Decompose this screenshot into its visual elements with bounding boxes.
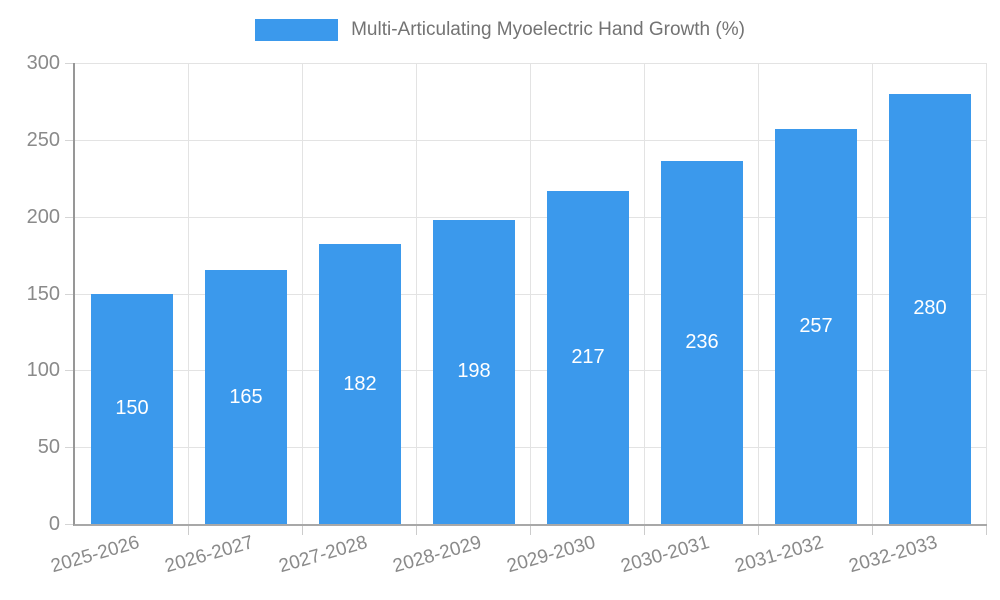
y-tick-label: 200 [26, 205, 60, 228]
bar[interactable]: 182 [319, 244, 401, 524]
bar-value-label: 257 [799, 315, 833, 338]
x-axis-tick [302, 526, 303, 535]
y-axis-tick [65, 293, 73, 295]
gridline-vertical [644, 63, 645, 524]
y-tick-label: 250 [26, 128, 60, 151]
gridline-vertical [758, 63, 759, 524]
gridline-horizontal [75, 216, 987, 218]
bar[interactable]: 217 [547, 190, 629, 524]
gridline-vertical [530, 63, 531, 524]
x-axis-tick [188, 526, 189, 535]
bar-value-label: 165 [229, 385, 263, 408]
x-axis-tick [530, 526, 531, 535]
x-axis-tick [644, 526, 645, 535]
gridline-vertical [302, 63, 303, 524]
bar-value-label: 217 [571, 345, 605, 368]
plot-area: 150 165 182 198 217 236 257 280 [65, 63, 987, 535]
bar[interactable]: 150 [91, 293, 173, 524]
legend-label: Multi-Articulating Myoelectric Hand Grow… [351, 19, 745, 40]
bar[interactable]: 280 [889, 93, 971, 524]
y-tick-label: 100 [26, 359, 60, 382]
gridline-vertical [416, 63, 417, 524]
bar-value-label: 280 [913, 297, 947, 320]
bar[interactable]: 257 [775, 129, 857, 524]
y-tick-label: 300 [26, 52, 60, 74]
gridline-vertical [872, 63, 873, 524]
y-tick-label: 150 [26, 282, 60, 305]
y-tick-label: 0 [48, 513, 60, 535]
gridline-horizontal [75, 370, 987, 372]
bar-value-label: 198 [457, 360, 491, 383]
y-axis-tick [65, 447, 73, 449]
gridline-horizontal [75, 293, 987, 295]
bar[interactable]: 165 [205, 270, 287, 524]
legend[interactable]: Multi-Articulating Myoelectric Hand Grow… [0, 19, 1000, 41]
gridline-horizontal [75, 63, 987, 64]
gridline-vertical [188, 63, 189, 524]
bar-value-label: 150 [115, 397, 149, 420]
legend-swatch [255, 19, 339, 41]
y-axis-tick [65, 63, 73, 64]
y-axis-tick [65, 139, 73, 141]
x-axis-tick [872, 526, 873, 535]
bar[interactable]: 236 [661, 161, 743, 524]
gridline-vertical [986, 63, 987, 524]
x-axis-tick [416, 526, 417, 535]
gridline-horizontal [75, 139, 987, 141]
bar-value-label: 236 [685, 331, 719, 354]
bar[interactable]: 198 [433, 219, 515, 524]
gridline-horizontal [75, 447, 987, 449]
y-tick-label: 50 [37, 436, 60, 459]
y-axis-tick [65, 370, 73, 372]
y-axis-tick [65, 216, 73, 218]
x-axis-tick [758, 526, 759, 535]
x-axis-tick [986, 526, 987, 535]
bar-value-label: 182 [343, 372, 377, 395]
y-axis-tick [65, 524, 73, 525]
